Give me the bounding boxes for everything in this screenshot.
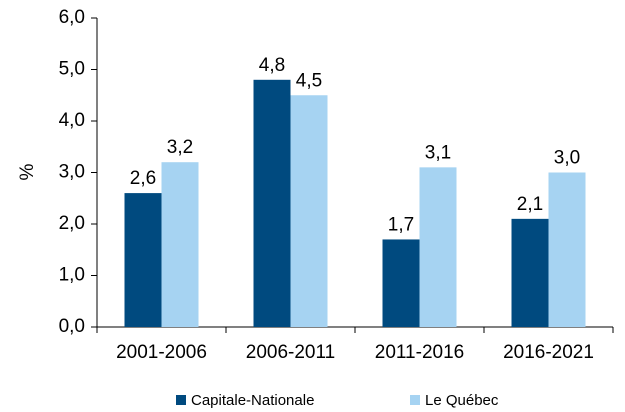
data-label: 2,6 <box>130 168 156 189</box>
legend-label: Le Québec <box>425 392 499 409</box>
y-tick-label: 3,0 <box>59 162 85 183</box>
y-tick-label: 4,0 <box>59 110 85 131</box>
bar <box>419 167 457 327</box>
y-tick-label: 2,0 <box>59 213 85 234</box>
bar <box>124 193 162 327</box>
data-label: 3,0 <box>554 148 580 169</box>
x-tick-label: 2001-2006 <box>116 342 207 363</box>
x-tick-label: 2016-2021 <box>503 342 594 363</box>
data-label: 4,5 <box>296 70 322 91</box>
bar <box>382 239 420 327</box>
legend-swatch <box>410 395 420 405</box>
bar <box>548 172 586 327</box>
y-tick-label: 0,0 <box>59 316 85 337</box>
y-axis-label: % <box>17 163 38 180</box>
data-label: 2,1 <box>517 194 543 215</box>
y-tick-label: 6,0 <box>59 7 85 28</box>
bar <box>253 79 291 327</box>
y-tick-label: 5,0 <box>59 59 85 80</box>
data-label: 4,8 <box>259 55 285 76</box>
bar <box>511 218 549 327</box>
data-label: 3,1 <box>425 142 451 163</box>
x-tick-label: 2006-2011 <box>246 342 335 363</box>
x-tick-label: 2011-2016 <box>375 342 464 363</box>
legend-label: Capitale-Nationale <box>191 392 314 409</box>
legend-swatch <box>176 395 186 405</box>
bar <box>161 162 199 327</box>
data-label: 3,2 <box>167 137 193 158</box>
bar <box>290 95 328 327</box>
data-label: 1,7 <box>388 214 414 235</box>
y-tick-label: 1,0 <box>59 265 85 286</box>
